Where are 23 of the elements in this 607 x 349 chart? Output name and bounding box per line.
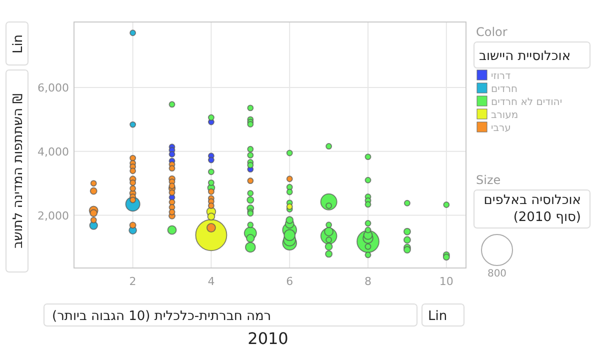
text: אוכלוסיה באלפים (סוף 2010): [482, 192, 581, 226]
legend-label: חרדים: [491, 84, 518, 95]
y-tick-label: 2,000: [38, 209, 69, 222]
text: Size: [476, 173, 501, 187]
legend-label: 800: [487, 268, 507, 280]
y-tick-label: 6,000: [38, 81, 69, 94]
x-tick-label: 6: [286, 275, 294, 288]
x-axis-title: רמה חברתית-כלכלית (10 הגבוה ביותר): [52, 309, 272, 324]
text: Lin: [11, 34, 26, 54]
legend-label: יהודים לא חרדים: [491, 97, 562, 108]
legend-title: אוכלוסיית היישוב: [479, 49, 571, 64]
y-axis-title: השתתפות המדינה לתושב ₪: [11, 94, 26, 248]
y-tick-label: 4,000: [38, 145, 69, 158]
text: Color: [476, 25, 508, 39]
x-tick-label: 10: [439, 275, 454, 288]
text: 2010: [248, 329, 288, 348]
legend-label: מעורב: [491, 110, 518, 121]
x-tick-label: 8: [364, 275, 372, 288]
x-tick-label: 4: [208, 275, 215, 288]
legend-label: דרוזי: [491, 71, 512, 82]
legend-label: ערבי: [491, 123, 511, 134]
x-tick-label: 2: [129, 275, 136, 288]
text: Lin: [428, 309, 448, 324]
